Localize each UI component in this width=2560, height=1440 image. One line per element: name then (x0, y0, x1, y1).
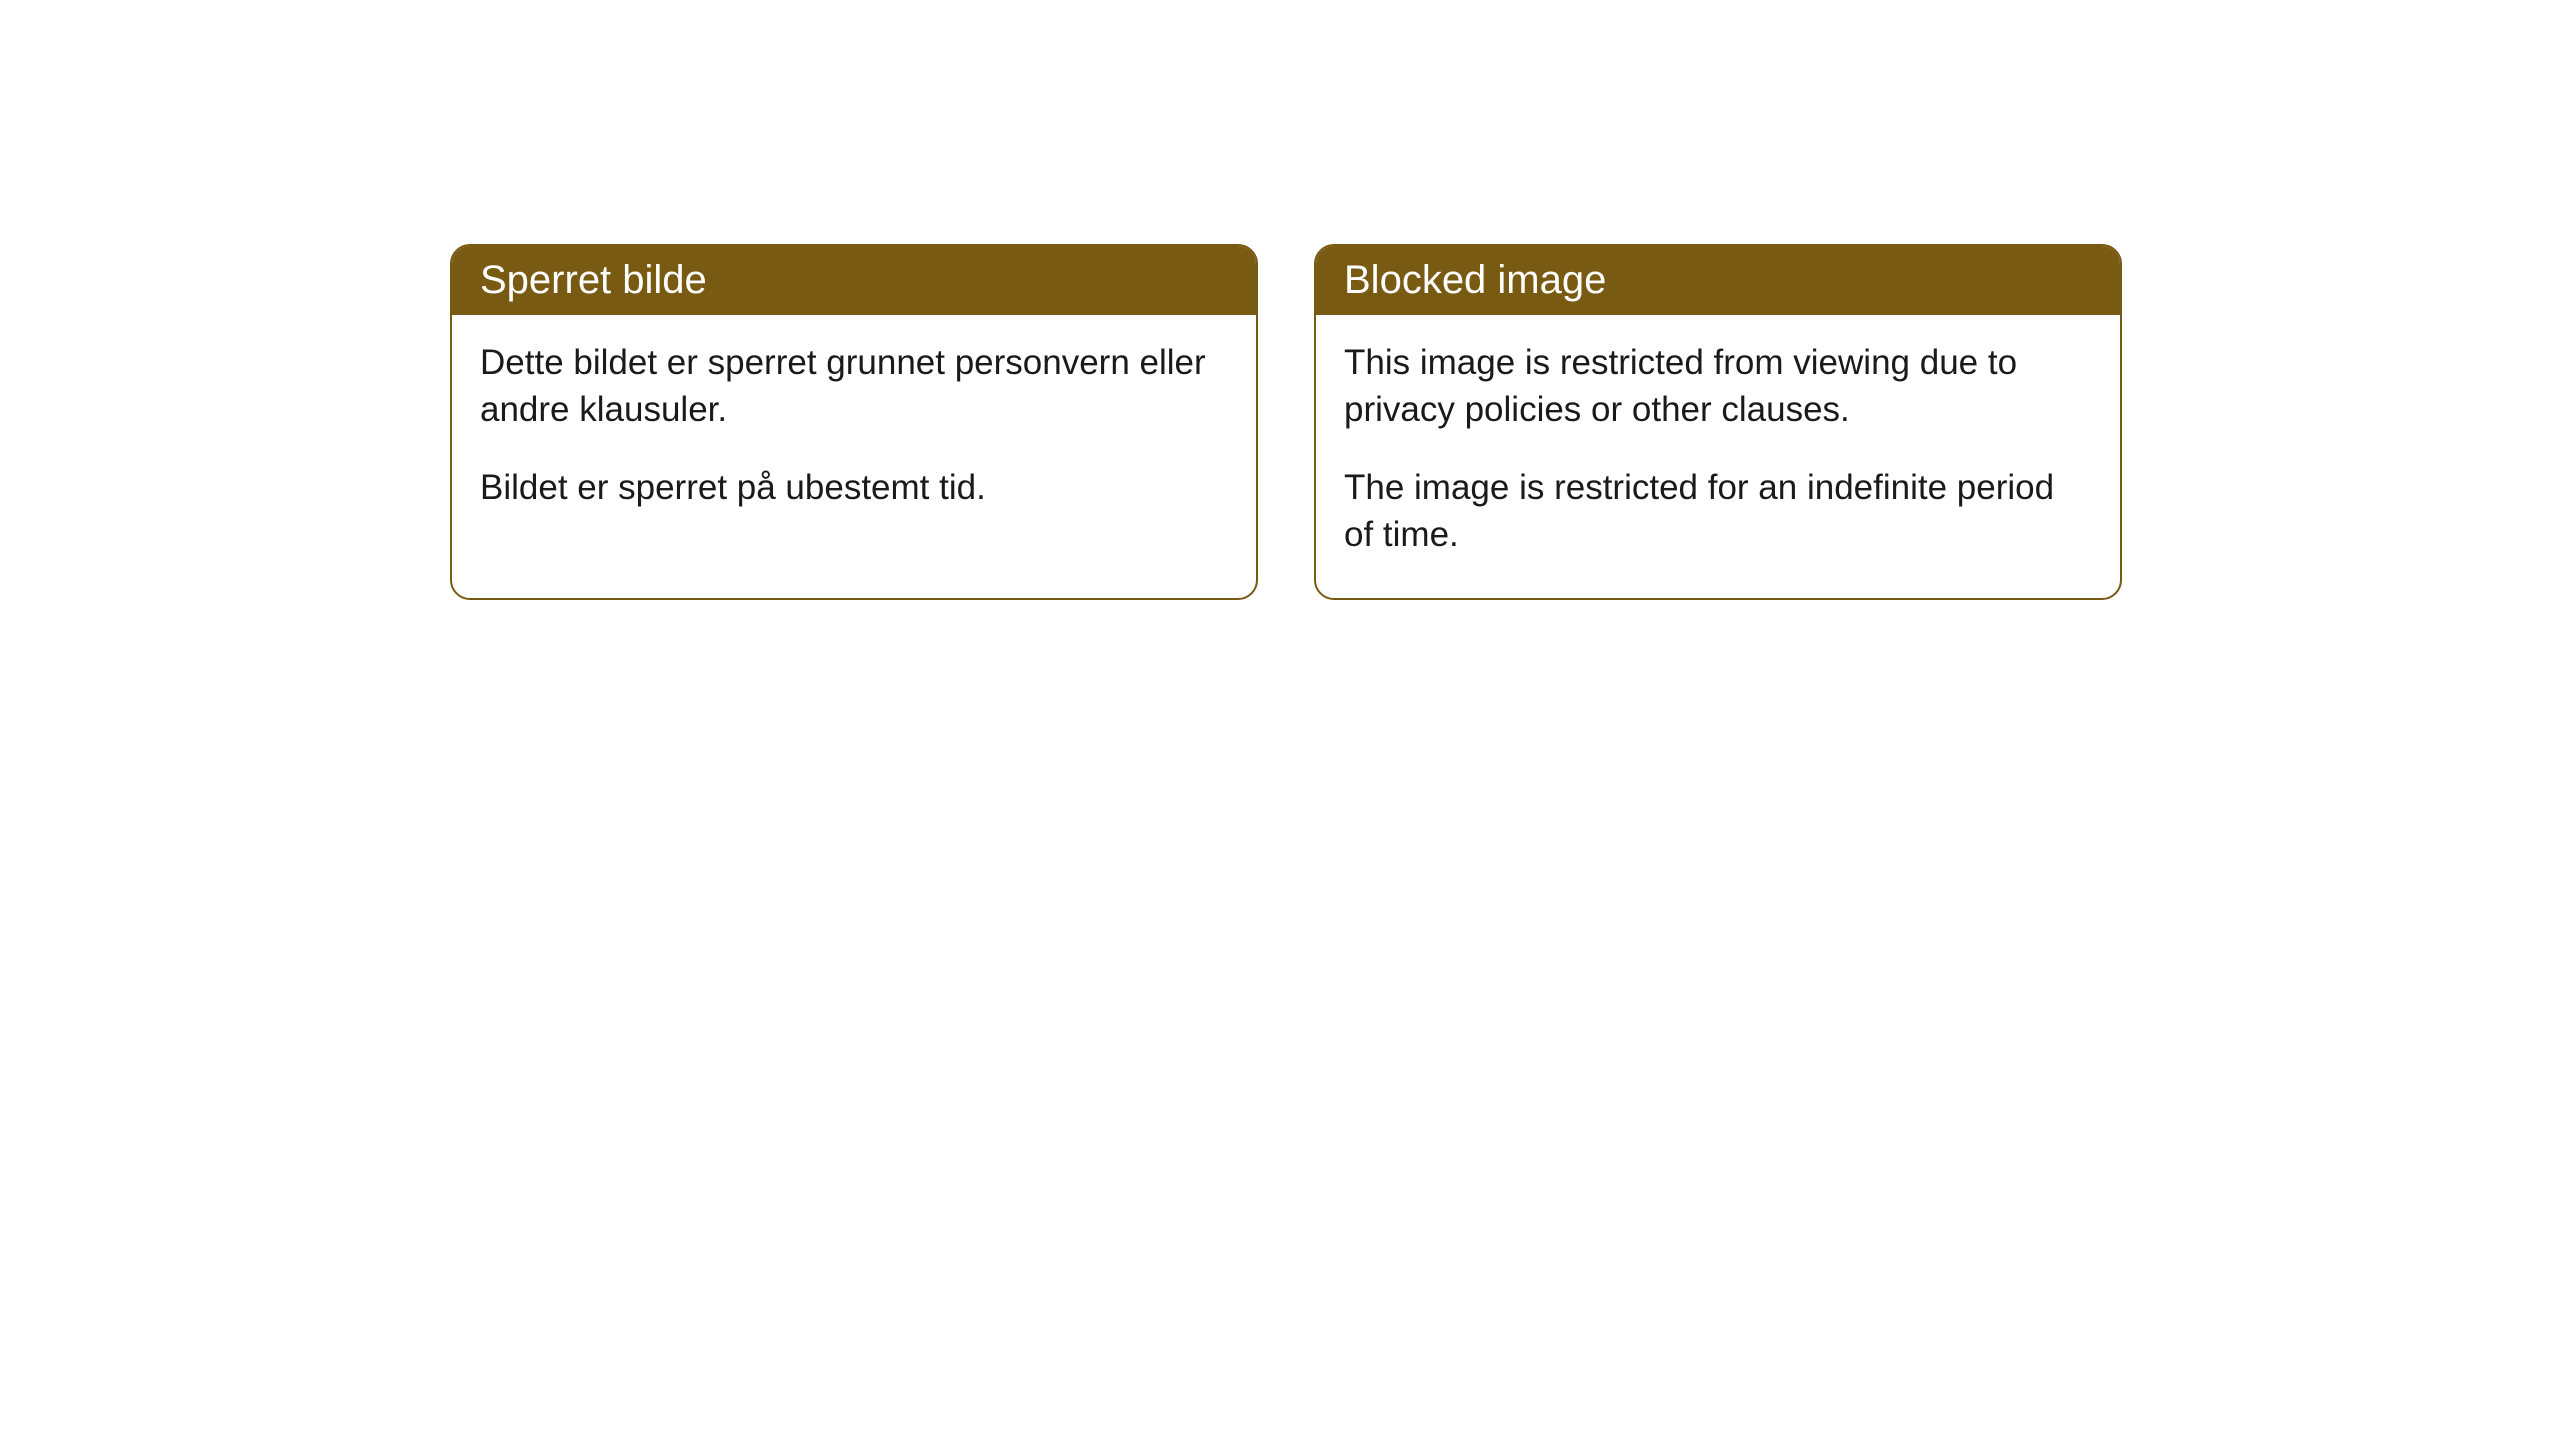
card-paragraph: Dette bildet er sperret grunnet personve… (480, 339, 1228, 434)
card-paragraph: Bildet er sperret på ubestemt tid. (480, 464, 1228, 511)
card-title: Blocked image (1344, 258, 1606, 302)
card-body-english: This image is restricted from viewing du… (1316, 315, 2120, 598)
card-paragraph: This image is restricted from viewing du… (1344, 339, 2092, 434)
card-header-norwegian: Sperret bilde (452, 246, 1256, 315)
card-paragraph: The image is restricted for an indefinit… (1344, 464, 2092, 559)
cards-container: Sperret bilde Dette bildet er sperret gr… (450, 244, 2122, 600)
card-header-english: Blocked image (1316, 246, 2120, 315)
card-english: Blocked image This image is restricted f… (1314, 244, 2122, 600)
card-title: Sperret bilde (480, 258, 707, 302)
card-norwegian: Sperret bilde Dette bildet er sperret gr… (450, 244, 1258, 600)
card-body-norwegian: Dette bildet er sperret grunnet personve… (452, 315, 1256, 551)
